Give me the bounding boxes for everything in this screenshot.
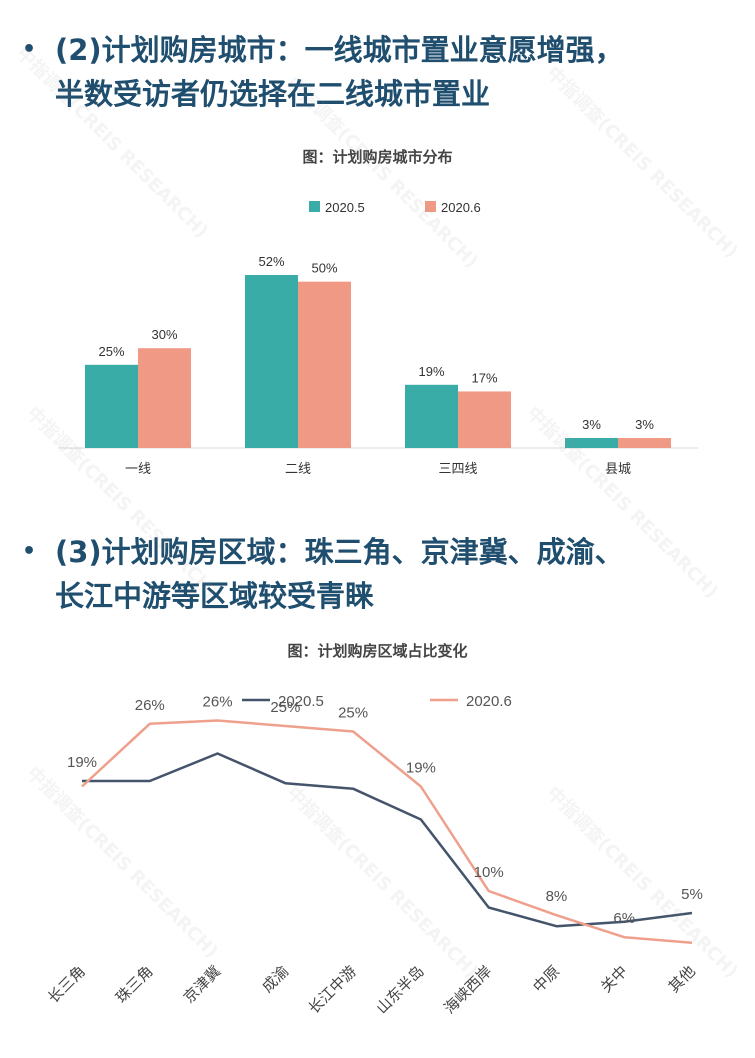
- bar-label: 17%: [471, 370, 497, 385]
- data-label: 26%: [203, 694, 233, 711]
- legend-swatch-2020.6: [425, 201, 436, 212]
- bar-2020.5-县城: [565, 438, 618, 448]
- legend-label-2020.6: 2020.6: [466, 693, 512, 710]
- x-tick-label: 山东半岛: [373, 962, 428, 1017]
- legend-label-2020.5: 2020.5: [278, 693, 324, 710]
- bar-2020.6-三四线: [458, 391, 511, 448]
- x-tick-label: 珠三角: [112, 962, 157, 1007]
- data-label: 25%: [338, 705, 368, 722]
- data-label: 10%: [474, 864, 504, 881]
- legend-label-2020.5: 2020.5: [325, 200, 365, 215]
- bar-2020.5-三四线: [405, 384, 458, 448]
- series-line-2020.6: [81, 719, 693, 944]
- data-label: 25%: [270, 699, 300, 716]
- bar-label: 25%: [98, 344, 124, 359]
- watermark-text: 中指调查(CREIS RESEARCH): [22, 762, 222, 963]
- bar-2020.6-一线: [138, 348, 191, 448]
- legend-swatch-2020.5: [309, 201, 320, 212]
- x-tick-label: 县城: [605, 462, 631, 477]
- bar-2020.5-二线: [245, 275, 298, 448]
- x-tick-label: 长江中游: [305, 962, 360, 1017]
- x-tick-label: 其他: [665, 962, 699, 996]
- bar-label: 3%: [635, 417, 654, 432]
- watermark-text: 中指调查(CREIS RESEARCH): [542, 782, 742, 983]
- bar-label: 52%: [258, 254, 284, 269]
- city-bar-chart: 2020.5 2020.6 25% 30% 一线 52% 50% 二线 19% 17% 三四线 3% 3…: [58, 200, 698, 477]
- x-tick-label: 二线: [285, 462, 311, 477]
- line-chart-title: 图：计划购房区域占比变化: [287, 642, 468, 660]
- heading-line-1: (3)计划购房区域：珠三角、京津冀、成渝、: [55, 535, 624, 569]
- data-label: 19%: [67, 754, 97, 771]
- x-tick-label: 三四线: [438, 462, 477, 477]
- bullet: •: [22, 37, 37, 62]
- bar-label: 19%: [418, 364, 444, 379]
- heading-line-1: (2)计划购房城市：一线城市置业意愿增强，: [55, 33, 624, 67]
- section-heading-city: • (2)计划购房城市：一线城市置业意愿增强， 半数受访者仍选择在二线城市置业: [22, 28, 747, 116]
- bar-label: 3%: [582, 417, 601, 432]
- heading-line-2: 半数受访者仍选择在二线城市置业: [55, 77, 491, 111]
- bar-label: 50%: [311, 261, 337, 276]
- data-label: 26%: [135, 697, 165, 714]
- watermark-text: 中指调查(CREIS RESEARCH): [282, 782, 482, 983]
- heading-line-2: 长江中游等区域较受青睐: [55, 579, 375, 613]
- bullet: •: [22, 539, 37, 564]
- x-tick-label: 京津冀: [180, 962, 225, 1007]
- bar-chart-title: 图：计划购房城市分布: [302, 148, 453, 166]
- x-tick-label: 海峡西岸: [440, 962, 495, 1017]
- data-label: 5%: [681, 886, 703, 903]
- section-heading-region: • (3)计划购房区域：珠三角、京津冀、成渝、 长江中游等区域较受青睐: [22, 530, 747, 618]
- series-line-2020.5: [82, 752, 693, 928]
- x-tick-label: 长三角: [44, 962, 89, 1007]
- x-tick-label: 成渝: [258, 962, 292, 996]
- data-label: 19%: [406, 760, 436, 777]
- bar-2020.5-一线: [85, 364, 138, 448]
- bar-2020.6-县城: [618, 438, 671, 448]
- x-tick-label: 一线: [125, 462, 151, 477]
- bar-2020.6-二线: [298, 281, 351, 448]
- data-label: 6%: [613, 910, 635, 927]
- x-tick-label: 中原: [529, 962, 563, 996]
- bar-label: 30%: [151, 327, 177, 342]
- legend-label-2020.6: 2020.6: [441, 200, 481, 215]
- x-tick-label: 关中: [597, 962, 631, 996]
- data-label: 8%: [546, 888, 568, 905]
